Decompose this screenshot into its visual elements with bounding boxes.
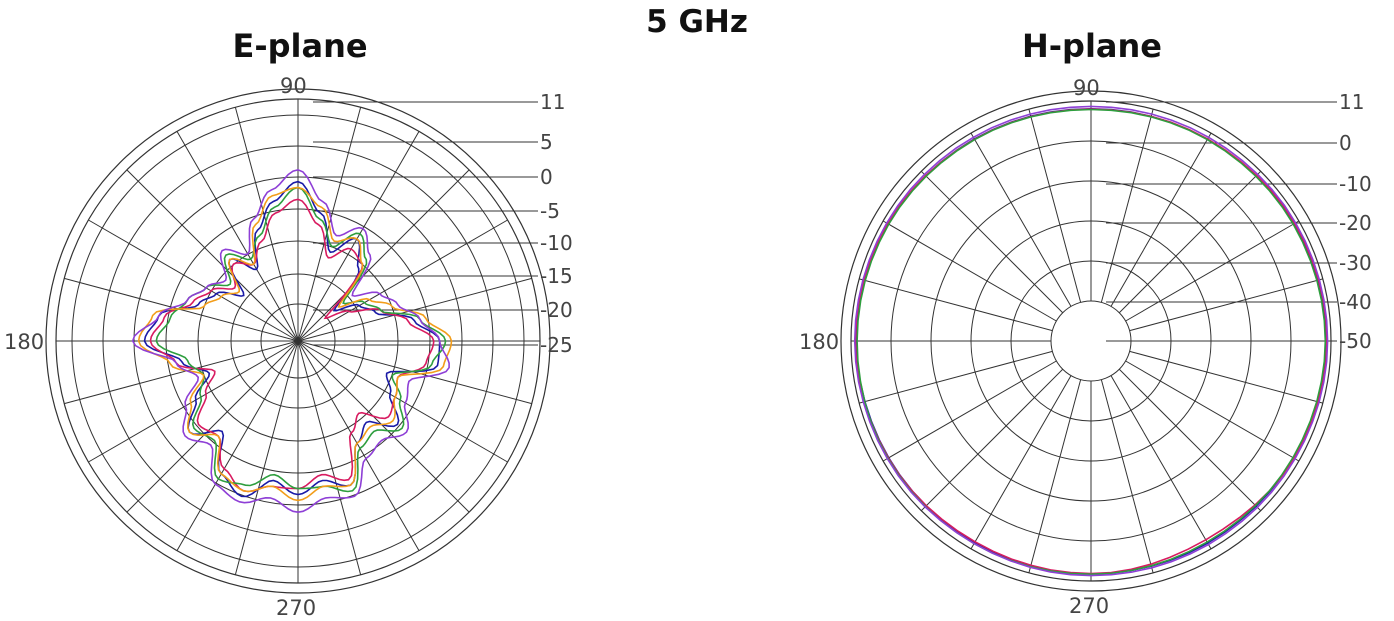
angle-label-180: 180 xyxy=(799,330,839,354)
grid-spoke xyxy=(882,220,1057,322)
radial-tick-label: -10 xyxy=(540,231,573,255)
angle-label-180: 180 xyxy=(4,330,44,354)
grid-spoke xyxy=(88,219,299,342)
radial-tick-label: -15 xyxy=(540,264,573,288)
grid-spoke xyxy=(1129,350,1323,404)
radial-tick-label: -30 xyxy=(1339,251,1372,275)
grid-spoke xyxy=(234,340,299,575)
grid-spoke xyxy=(1125,360,1300,462)
radial-tick-label: -10 xyxy=(1339,172,1372,196)
grid-spoke xyxy=(297,340,362,575)
series-line-3 xyxy=(155,186,447,493)
series-line-2 xyxy=(149,198,435,493)
grid-spoke xyxy=(970,132,1072,307)
grid-spoke xyxy=(297,131,420,342)
grid-spoke xyxy=(1129,278,1323,332)
radial-tick-label: -40 xyxy=(1339,290,1372,314)
grid-spoke xyxy=(1028,109,1082,303)
grid-spoke xyxy=(1028,379,1082,573)
grid-spoke xyxy=(176,131,299,342)
angle-label-270: 270 xyxy=(276,596,316,620)
h-plane-title: H-plane xyxy=(1021,27,1162,65)
grid-spoke xyxy=(234,107,299,342)
grid-spoke xyxy=(970,375,1072,550)
radial-tick-label: 0 xyxy=(540,165,553,189)
grid-spoke xyxy=(297,340,470,513)
grid-spoke xyxy=(859,350,1053,404)
grid-spoke xyxy=(1125,220,1300,322)
grid-spoke xyxy=(297,340,508,463)
e-plane-title: E-plane xyxy=(232,27,368,65)
series-line-4 xyxy=(137,186,453,502)
grid-spoke xyxy=(1118,368,1262,512)
radial-tick-label: -5 xyxy=(540,199,560,223)
grid-spoke xyxy=(1110,132,1212,307)
grid-spoke xyxy=(297,340,420,551)
radial-tick-label: -25 xyxy=(540,333,573,357)
radial-tick-label: 11 xyxy=(540,90,565,114)
series-line-5 xyxy=(131,168,450,514)
outer-ring xyxy=(840,90,1342,592)
series-line-4 xyxy=(853,105,1329,577)
radial-tick-label: 5 xyxy=(540,130,553,154)
grid-spoke xyxy=(64,340,299,405)
grid-spoke xyxy=(126,340,299,513)
grid-spoke xyxy=(920,368,1064,512)
grid-spoke xyxy=(1110,375,1212,550)
grid-spoke xyxy=(1100,109,1154,303)
radial-tick-label: -50 xyxy=(1339,329,1372,353)
grid-spoke xyxy=(297,219,508,342)
radial-tick-label: -20 xyxy=(1339,211,1372,235)
angle-label-270: 270 xyxy=(1069,594,1109,618)
grid-spoke xyxy=(882,360,1057,462)
grid-spoke xyxy=(126,169,299,342)
radial-tick-label: -20 xyxy=(540,298,573,322)
radial-tick-label: 0 xyxy=(1339,131,1352,155)
angle-label-90: 90 xyxy=(1073,76,1100,100)
frequency-title: 5 GHz xyxy=(646,4,748,40)
grid-spoke xyxy=(297,340,532,405)
angle-label-90: 90 xyxy=(280,74,307,98)
outer-ring xyxy=(45,88,551,594)
grid-spoke xyxy=(920,170,1064,314)
grid-spoke xyxy=(1100,379,1154,573)
grid-spoke xyxy=(297,169,470,342)
series-line-3 xyxy=(856,108,1327,576)
e-plane-polar-plot: 11 5 0 -5 -10 -15 -20 -25 90 180 270 xyxy=(4,74,573,620)
grid-spoke xyxy=(64,277,299,342)
grid-spoke xyxy=(88,340,299,463)
grid-spoke xyxy=(176,340,299,551)
grid-spoke xyxy=(1118,170,1262,314)
h-plane-polar-plot: 11 0 -10 -20 -30 -40 -50 90 180 270 xyxy=(799,76,1372,618)
radial-tick-label: 11 xyxy=(1339,90,1364,114)
grid-spoke xyxy=(859,278,1053,332)
